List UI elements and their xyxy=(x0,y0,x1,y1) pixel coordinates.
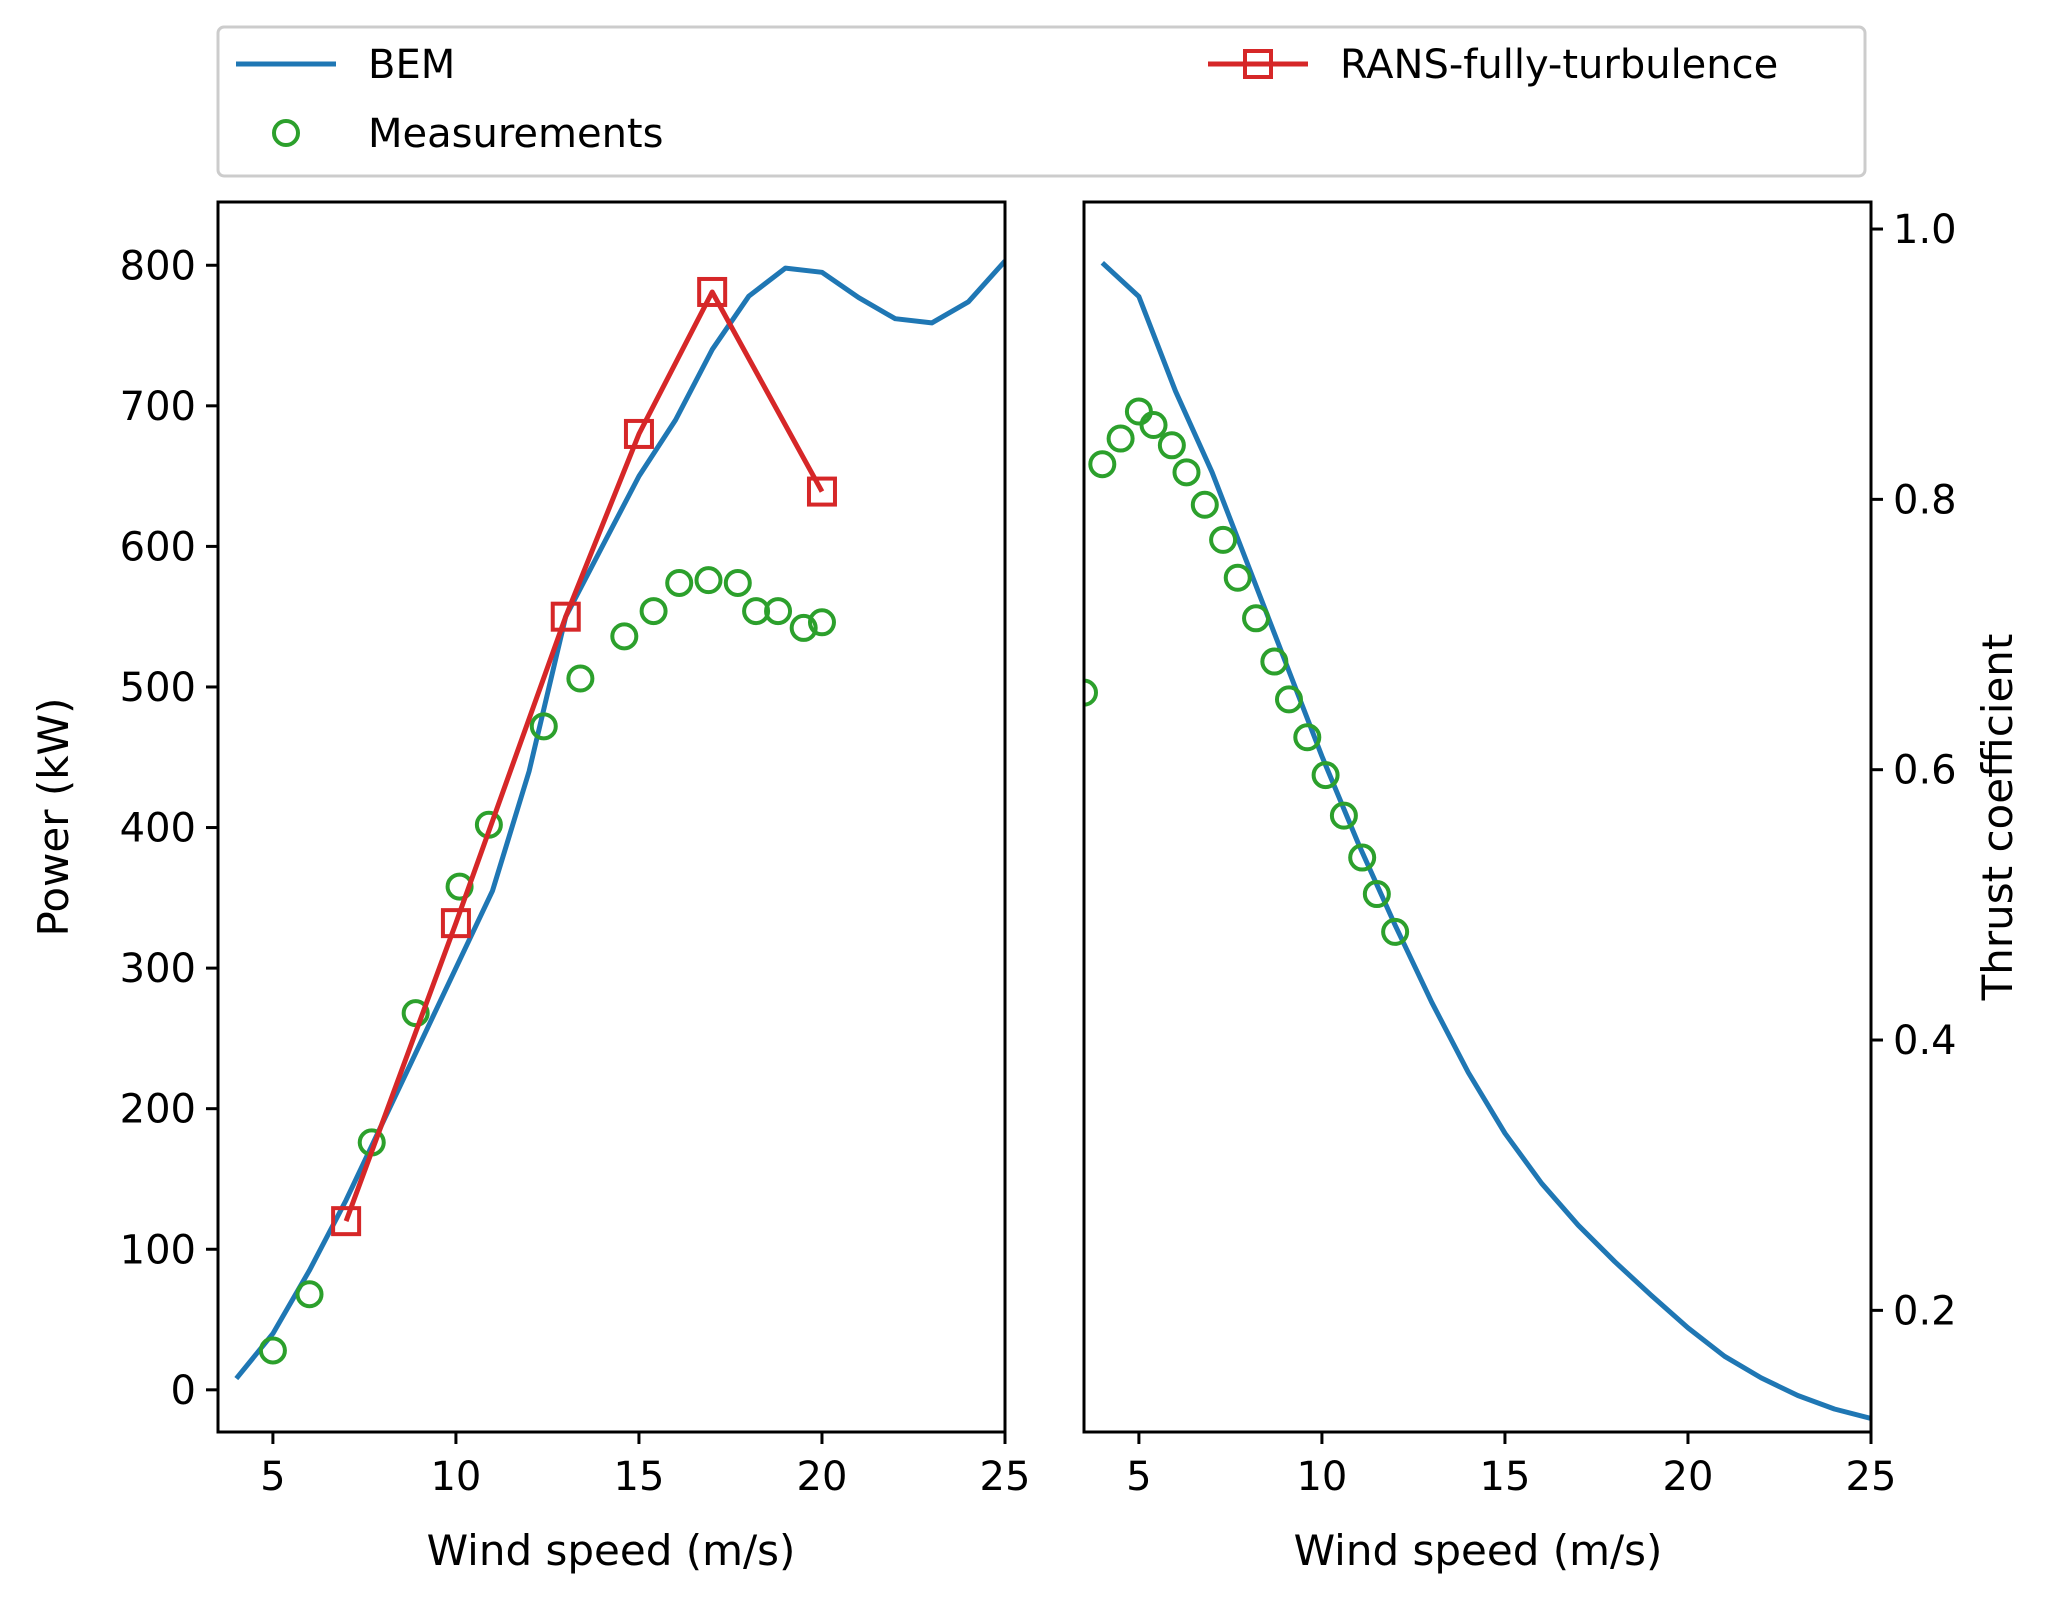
power-ytick-label: 500 xyxy=(120,665,196,711)
power-ytick-label: 200 xyxy=(120,1087,196,1133)
thrust-ytick-label: 0.2 xyxy=(1893,1288,1957,1334)
power-bem-line xyxy=(234,259,1005,1381)
legend: BEM Measurements RANS-fully-turbulence xyxy=(216,25,1867,178)
thrust-ylabel: Thrust coefficient xyxy=(1973,634,2022,1002)
legend-swatch-rans-square xyxy=(1243,49,1273,79)
power-series-rans xyxy=(331,276,837,1237)
power-measurements-point xyxy=(764,597,793,626)
power-axes-frame xyxy=(216,200,1007,1434)
power-ytick-label: 300 xyxy=(120,946,196,992)
thrust-measurements-point xyxy=(1311,761,1340,790)
power-series-bem xyxy=(234,259,1005,1381)
thrust-measurements-point xyxy=(1124,397,1153,426)
power-rans-point xyxy=(806,476,837,507)
power-rans-point xyxy=(440,908,471,939)
thrust-ytick-label: 0.4 xyxy=(1893,1018,1957,1064)
power-rans-point xyxy=(550,601,581,632)
thrust-measurements-point xyxy=(1172,458,1201,487)
power-ytick-label: 0 xyxy=(171,1368,196,1414)
thrust-measurements-point xyxy=(1348,843,1377,872)
thrust-measurements-point xyxy=(1362,880,1391,909)
power-measurements-point xyxy=(789,613,818,642)
legend-entry-measurements: Measurements xyxy=(272,111,663,157)
power-measurements-point xyxy=(258,1336,287,1365)
legend-entry-bem: BEM xyxy=(236,42,455,88)
power-measurements-point xyxy=(694,566,723,595)
power-measurements-point xyxy=(665,568,694,597)
thrust-series-bem xyxy=(1100,260,1871,1421)
power-measurements-point xyxy=(807,608,836,637)
power-xtick-label: 25 xyxy=(980,1454,1031,1500)
thrust-measurements-point xyxy=(1106,424,1135,453)
power-rans-point xyxy=(623,418,654,449)
thrust-measurements-point xyxy=(1209,525,1238,554)
power-rans-line xyxy=(343,289,825,1222)
power-xtick-label: 5 xyxy=(260,1454,285,1500)
thrust-measurements-point xyxy=(1293,723,1322,752)
thrust-measurements-point xyxy=(1260,647,1289,676)
thrust-measurements-point xyxy=(1139,411,1168,440)
legend-label-rans: RANS-fully-turbulence xyxy=(1340,42,1778,88)
power-measurements-point xyxy=(529,712,558,741)
power-xtick-label: 15 xyxy=(614,1454,665,1500)
power-ticks: 5 10 15 20 25 0 100 200 300 400 500 600 700 800 xyxy=(120,243,1031,1500)
thrust-ticks: 5 10 15 20 25 0.2 0.4 0.6 0.8 1.0 xyxy=(1126,207,1956,1500)
thrust-xtick-label: 15 xyxy=(1480,1454,1531,1500)
power-measurements-point xyxy=(723,568,752,597)
power-measurements-point xyxy=(742,597,771,626)
power-measurements-point xyxy=(639,597,668,626)
power-ytick-label: 800 xyxy=(120,243,196,289)
thrust-measurements-point xyxy=(1157,431,1186,460)
power-plot-area xyxy=(234,259,1005,1381)
legend-swatch-measurements xyxy=(272,119,300,147)
legend-label-bem: BEM xyxy=(368,42,455,88)
legend-entry-rans: RANS-fully-turbulence xyxy=(1208,42,1778,88)
thrust-xlabel: Wind speed (m/s) xyxy=(1294,1526,1663,1575)
thrust-measurements-point xyxy=(1190,490,1219,519)
power-xtick-label: 20 xyxy=(797,1454,848,1500)
power-ytick-label: 700 xyxy=(120,384,196,430)
thrust-measurements-point xyxy=(1274,685,1303,714)
thrust-bem-line xyxy=(1100,260,1871,1421)
thrust-axes-frame xyxy=(1082,200,1873,1434)
thrust-measurements-point xyxy=(1088,450,1117,479)
thrust-xtick-label: 25 xyxy=(1846,1454,1897,1500)
legend-frame xyxy=(216,25,1867,178)
power-ylabel: Power (kW) xyxy=(29,698,78,937)
thrust-measurements-point xyxy=(1223,563,1252,592)
power-measurements-point xyxy=(610,622,639,651)
thrust-xtick-label: 10 xyxy=(1296,1454,1347,1500)
legend-label-measurements: Measurements xyxy=(368,111,663,157)
power-measurements-point xyxy=(566,664,595,693)
thrust-plot-area xyxy=(1084,260,1871,1421)
thrust-measurements-point xyxy=(1084,678,1098,707)
thrust-xtick-label: 20 xyxy=(1663,1454,1714,1500)
power-measurements-point xyxy=(295,1280,324,1309)
thrust-ytick-label: 1.0 xyxy=(1893,207,1957,253)
panel-power: 5 10 15 20 25 0 100 200 300 400 500 600 700 800 Wind … xyxy=(29,200,1031,1575)
power-rans-point xyxy=(697,276,728,307)
thrust-ytick-label: 0.8 xyxy=(1893,477,1957,523)
power-xtick-label: 10 xyxy=(430,1454,481,1500)
panel-thrust: 5 10 15 20 25 0.2 0.4 0.6 0.8 1.0 Wind speed (m/s… xyxy=(1082,200,2022,1575)
power-xlabel: Wind speed (m/s) xyxy=(427,1526,796,1575)
power-ytick-label: 600 xyxy=(120,524,196,570)
power-ytick-label: 400 xyxy=(120,806,196,852)
thrust-series-measurements xyxy=(1084,397,1410,946)
thrust-measurements-point xyxy=(1329,801,1358,830)
thrust-xtick-label: 5 xyxy=(1126,1454,1151,1500)
thrust-measurements-point xyxy=(1242,604,1271,633)
power-ytick-label: 100 xyxy=(120,1227,196,1273)
thrust-measurements-point xyxy=(1381,917,1410,946)
thrust-ytick-label: 0.6 xyxy=(1893,748,1957,794)
power-rans-point xyxy=(331,1206,362,1237)
